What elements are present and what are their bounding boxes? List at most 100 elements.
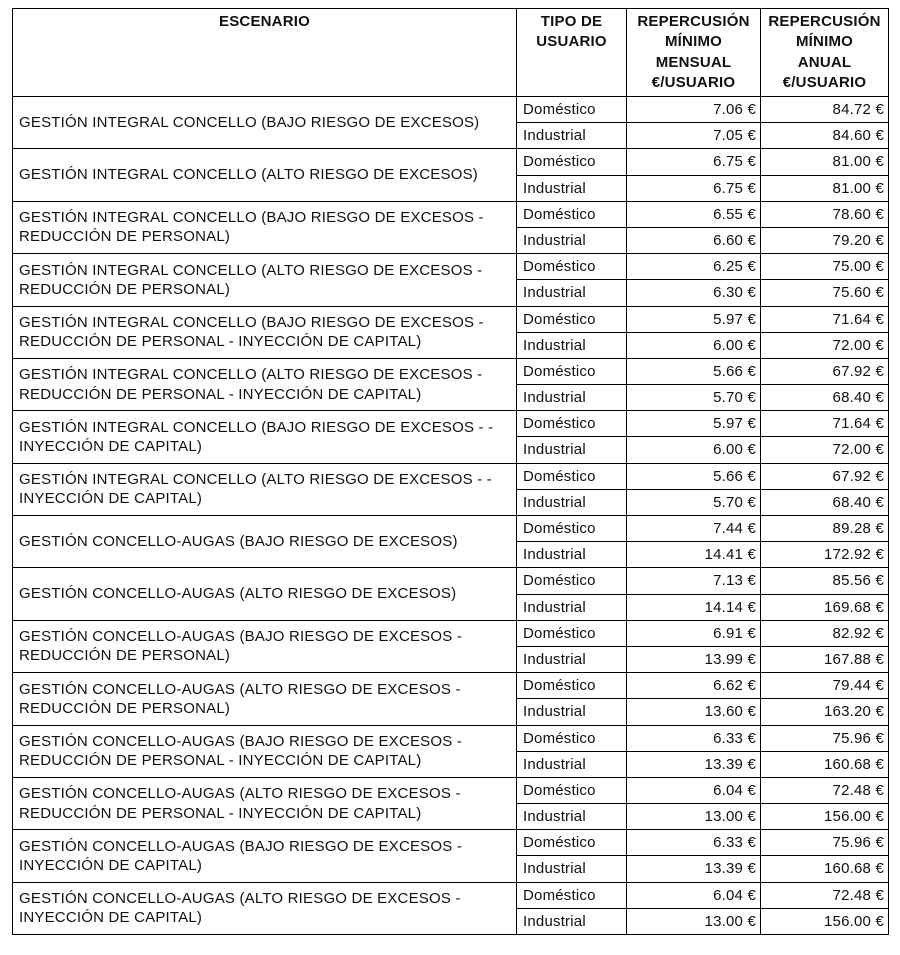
cell-mensual: 6.75 € xyxy=(627,149,761,175)
cell-mensual: 6.04 € xyxy=(627,777,761,803)
scenarios-table: ESCENARIO TIPO DEUSUARIO REPERCUSIÓNMÍNI… xyxy=(12,8,889,935)
cell-anual: 160.68 € xyxy=(761,856,889,882)
cell-mensual: 14.14 € xyxy=(627,594,761,620)
cell-anual: 84.60 € xyxy=(761,123,889,149)
cell-anual: 81.00 € xyxy=(761,149,889,175)
cell-anual: 85.56 € xyxy=(761,568,889,594)
table-row: GESTIÓN INTEGRAL CONCELLO (ALTO RIESGO D… xyxy=(13,149,889,175)
table-row: GESTIÓN CONCELLO-AUGAS (BAJO RIESGO DE E… xyxy=(13,620,889,646)
cell-tipo: Doméstico xyxy=(517,149,627,175)
cell-escenario: GESTIÓN CONCELLO-AUGAS (ALTO RIESGO DE E… xyxy=(13,568,517,620)
cell-mensual: 5.70 € xyxy=(627,489,761,515)
cell-mensual: 7.05 € xyxy=(627,123,761,149)
cell-tipo: Doméstico xyxy=(517,620,627,646)
cell-mensual: 13.39 € xyxy=(627,751,761,777)
cell-mensual: 13.39 € xyxy=(627,856,761,882)
cell-mensual: 6.91 € xyxy=(627,620,761,646)
table-row: GESTIÓN INTEGRAL CONCELLO (ALTO RIESGO D… xyxy=(13,358,889,384)
cell-anual: 81.00 € xyxy=(761,175,889,201)
header-tipo: TIPO DEUSUARIO xyxy=(517,9,627,97)
cell-escenario: GESTIÓN INTEGRAL CONCELLO (ALTO RIESGO D… xyxy=(13,463,517,515)
table-row: GESTIÓN INTEGRAL CONCELLO (BAJO RIESGO D… xyxy=(13,201,889,227)
cell-escenario: GESTIÓN INTEGRAL CONCELLO (BAJO RIESGO D… xyxy=(13,201,517,253)
cell-anual: 68.40 € xyxy=(761,385,889,411)
cell-tipo: Doméstico xyxy=(517,516,627,542)
cell-tipo: Doméstico xyxy=(517,777,627,803)
cell-escenario: GESTIÓN CONCELLO-AUGAS (ALTO RIESGO DE E… xyxy=(13,777,517,829)
cell-escenario: GESTIÓN CONCELLO-AUGAS (BAJO RIESGO DE E… xyxy=(13,620,517,672)
cell-tipo: Doméstico xyxy=(517,568,627,594)
table-row: GESTIÓN CONCELLO-AUGAS (BAJO RIESGO DE E… xyxy=(13,725,889,751)
cell-tipo: Industrial xyxy=(517,751,627,777)
cell-tipo: Doméstico xyxy=(517,830,627,856)
cell-mensual: 6.25 € xyxy=(627,254,761,280)
cell-anual: 72.48 € xyxy=(761,882,889,908)
header-row: ESCENARIO TIPO DEUSUARIO REPERCUSIÓNMÍNI… xyxy=(13,9,889,97)
table-row: GESTIÓN INTEGRAL CONCELLO (ALTO RIESGO D… xyxy=(13,463,889,489)
cell-tipo: Industrial xyxy=(517,385,627,411)
cell-mensual: 13.99 € xyxy=(627,646,761,672)
cell-tipo: Industrial xyxy=(517,280,627,306)
cell-escenario: GESTIÓN INTEGRAL CONCELLO (ALTO RIESGO D… xyxy=(13,149,517,201)
cell-mensual: 6.30 € xyxy=(627,280,761,306)
cell-anual: 78.60 € xyxy=(761,201,889,227)
cell-tipo: Industrial xyxy=(517,542,627,568)
table-row: GESTIÓN CONCELLO-AUGAS (ALTO RIESGO DE E… xyxy=(13,882,889,908)
cell-tipo: Doméstico xyxy=(517,306,627,332)
header-escenario: ESCENARIO xyxy=(13,9,517,97)
cell-anual: 67.92 € xyxy=(761,358,889,384)
cell-tipo: Industrial xyxy=(517,908,627,934)
cell-anual: 72.00 € xyxy=(761,332,889,358)
table-row: GESTIÓN INTEGRAL CONCELLO (BAJO RIESGO D… xyxy=(13,97,889,123)
cell-escenario: GESTIÓN INTEGRAL CONCELLO (ALTO RIESGO D… xyxy=(13,358,517,410)
cell-anual: 71.64 € xyxy=(761,306,889,332)
cell-tipo: Doméstico xyxy=(517,201,627,227)
cell-escenario: GESTIÓN CONCELLO-AUGAS (ALTO RIESGO DE E… xyxy=(13,882,517,934)
cell-tipo: Industrial xyxy=(517,594,627,620)
cell-tipo: Industrial xyxy=(517,437,627,463)
cell-mensual: 6.00 € xyxy=(627,332,761,358)
cell-mensual: 6.75 € xyxy=(627,175,761,201)
header-mensual: REPERCUSIÓNMÍNIMOMENSUAL€/USUARIO xyxy=(627,9,761,97)
cell-anual: 67.92 € xyxy=(761,463,889,489)
cell-anual: 167.88 € xyxy=(761,646,889,672)
cell-anual: 169.68 € xyxy=(761,594,889,620)
cell-tipo: Doméstico xyxy=(517,673,627,699)
cell-anual: 75.96 € xyxy=(761,725,889,751)
cell-tipo: Industrial xyxy=(517,489,627,515)
cell-escenario: GESTIÓN INTEGRAL CONCELLO (ALTO RIESGO D… xyxy=(13,254,517,306)
cell-tipo: Industrial xyxy=(517,175,627,201)
cell-tipo: Doméstico xyxy=(517,358,627,384)
table-row: GESTIÓN CONCELLO-AUGAS (BAJO RIESGO DE E… xyxy=(13,516,889,542)
cell-escenario: GESTIÓN INTEGRAL CONCELLO (BAJO RIESGO D… xyxy=(13,97,517,149)
header-anual: REPERCUSIÓNMÍNIMOANUAL€/USUARIO xyxy=(761,9,889,97)
cell-anual: 71.64 € xyxy=(761,411,889,437)
cell-escenario: GESTIÓN INTEGRAL CONCELLO (BAJO RIESGO D… xyxy=(13,411,517,463)
cell-mensual: 14.41 € xyxy=(627,542,761,568)
table-row: GESTIÓN INTEGRAL CONCELLO (BAJO RIESGO D… xyxy=(13,306,889,332)
cell-mensual: 13.60 € xyxy=(627,699,761,725)
cell-anual: 84.72 € xyxy=(761,97,889,123)
cell-mensual: 6.60 € xyxy=(627,227,761,253)
table-row: GESTIÓN INTEGRAL CONCELLO (BAJO RIESGO D… xyxy=(13,411,889,437)
table-row: GESTIÓN CONCELLO-AUGAS (ALTO RIESGO DE E… xyxy=(13,777,889,803)
cell-anual: 79.44 € xyxy=(761,673,889,699)
cell-escenario: GESTIÓN CONCELLO-AUGAS (BAJO RIESGO DE E… xyxy=(13,516,517,568)
cell-tipo: Industrial xyxy=(517,227,627,253)
cell-tipo: Doméstico xyxy=(517,882,627,908)
cell-mensual: 5.66 € xyxy=(627,463,761,489)
cell-mensual: 6.33 € xyxy=(627,725,761,751)
cell-tipo: Industrial xyxy=(517,123,627,149)
cell-mensual: 6.62 € xyxy=(627,673,761,699)
cell-mensual: 5.66 € xyxy=(627,358,761,384)
cell-mensual: 5.97 € xyxy=(627,411,761,437)
cell-anual: 172.92 € xyxy=(761,542,889,568)
cell-mensual: 5.70 € xyxy=(627,385,761,411)
cell-anual: 163.20 € xyxy=(761,699,889,725)
cell-tipo: Doméstico xyxy=(517,725,627,751)
cell-mensual: 6.33 € xyxy=(627,830,761,856)
cell-anual: 82.92 € xyxy=(761,620,889,646)
cell-tipo: Industrial xyxy=(517,856,627,882)
cell-tipo: Industrial xyxy=(517,646,627,672)
table-row: GESTIÓN CONCELLO-AUGAS (ALTO RIESGO DE E… xyxy=(13,673,889,699)
